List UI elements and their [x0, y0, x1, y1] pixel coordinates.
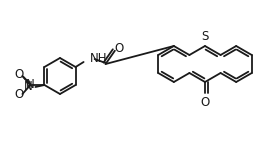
- Text: O: O: [114, 42, 123, 55]
- Text: O: O: [15, 69, 24, 82]
- Text: N: N: [24, 80, 32, 93]
- Text: N: N: [26, 79, 35, 91]
- Text: S: S: [201, 30, 209, 43]
- Text: NH: NH: [90, 52, 107, 66]
- Text: O: O: [200, 96, 210, 109]
- Text: O: O: [15, 89, 24, 101]
